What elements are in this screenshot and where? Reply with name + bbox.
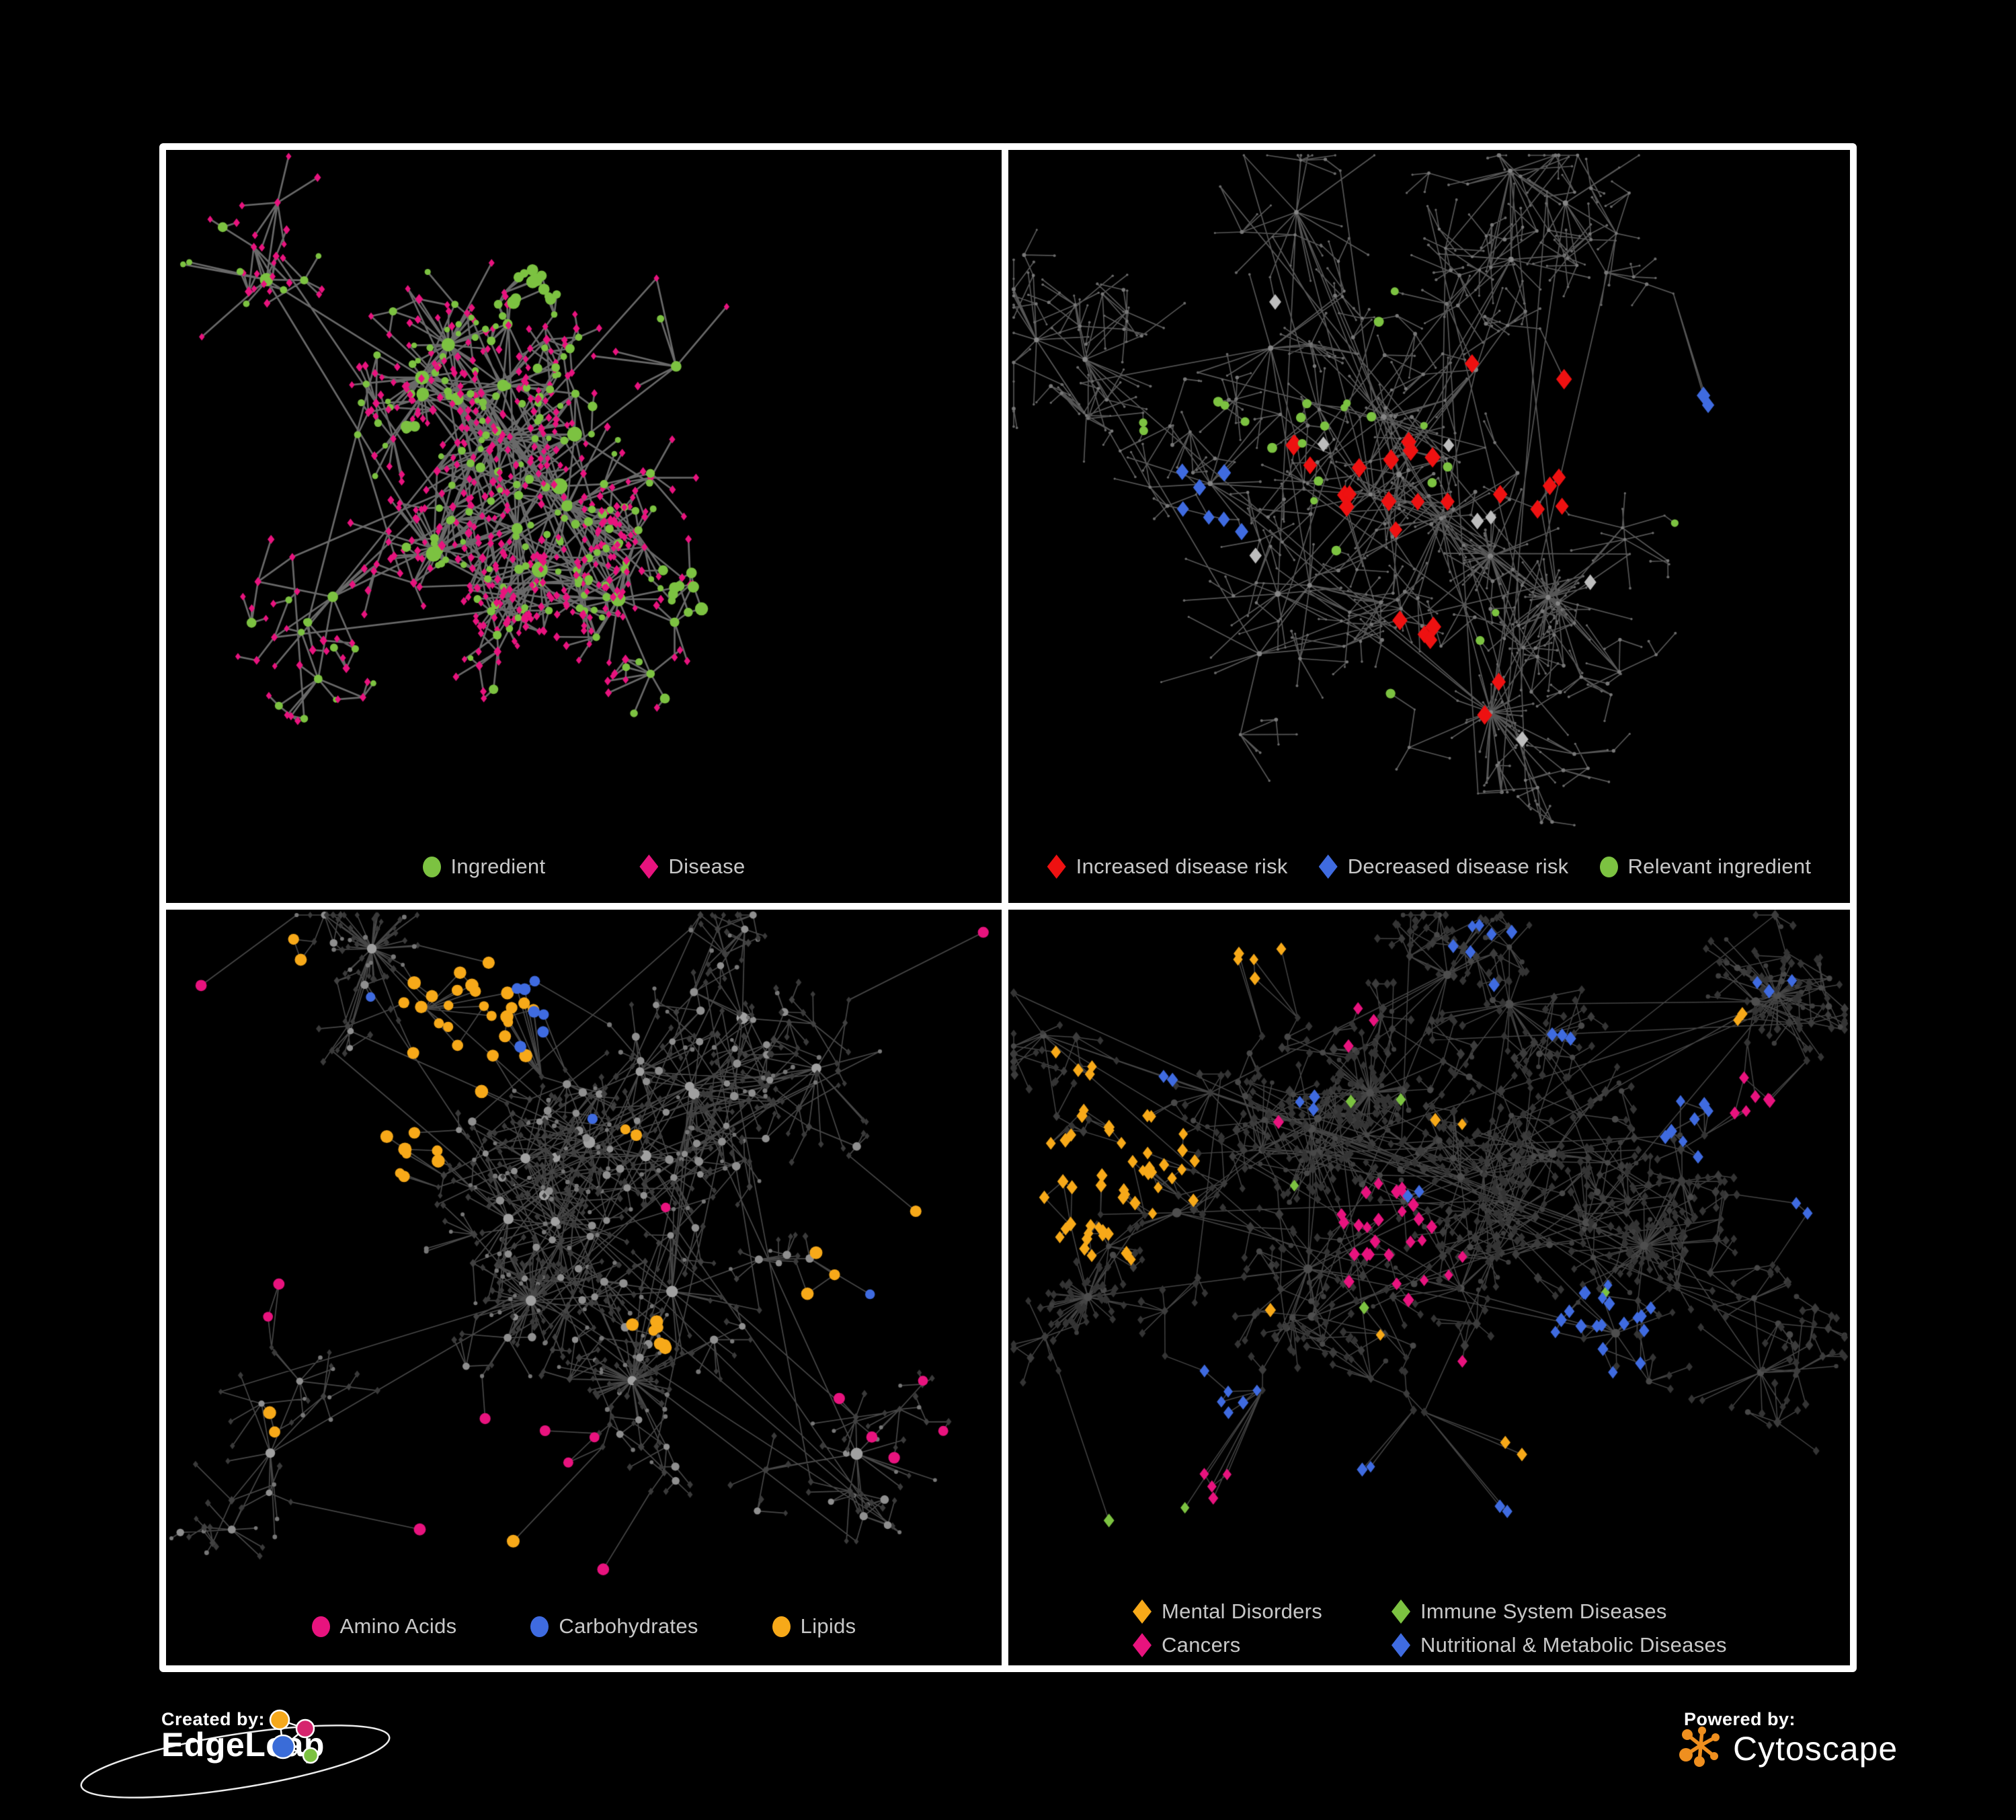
- legend-item-nutritional-metabolic-diseases: Nutritional & Metabolic Diseases: [1392, 1633, 1727, 1657]
- cytoscape-logo-text: Cytoscape: [1733, 1730, 1898, 1768]
- disease-category-network-canvas: [1008, 910, 1850, 1587]
- legend-item-carbohydrates: Carbohydrates: [530, 1614, 698, 1638]
- legend-item-ingredient: Ingredient: [422, 855, 546, 879]
- ingredient-disease-network-canvas: [166, 150, 1002, 842]
- edgeleap-logo-icon: [80, 1709, 391, 1798]
- powered-by-label: Powered by:: [1684, 1709, 1796, 1729]
- panel-disease-risk: Increased disease risk Decreased disease…: [1002, 143, 1857, 910]
- legend-item-decreased-risk: Decreased disease risk: [1318, 855, 1569, 879]
- legend-item-lipids: Lipids: [772, 1614, 856, 1638]
- decreased-risk-diamond-icon: [1318, 855, 1338, 879]
- nutritional-metabolic-diseases-diamond-icon: [1392, 1633, 1410, 1657]
- legend-label: Cancers: [1162, 1633, 1241, 1657]
- panel-disease-categories: Mental Disorders Immune System Diseases …: [1002, 903, 1857, 1672]
- legend-label: Increased disease risk: [1076, 855, 1288, 878]
- legend-nutrient-classes: Amino Acids Carbohydrates Lipids: [166, 1614, 1002, 1638]
- panel-nutrient-classes: Amino Acids Carbohydrates Lipids: [159, 903, 1008, 1672]
- legend-label: Amino Acids: [339, 1614, 457, 1638]
- nutrient-class-network-canvas: [166, 910, 1002, 1601]
- legend-item-mental-disorders: Mental Disorders: [1133, 1599, 1392, 1624]
- legend-label: Decreased disease risk: [1347, 855, 1569, 878]
- legend-label: Ingredient: [450, 855, 546, 878]
- legend-label: Disease: [668, 855, 745, 878]
- legend-disease-categories: Mental Disorders Immune System Diseases …: [1008, 1599, 1850, 1657]
- disease-risk-network-canvas: [1008, 150, 1850, 842]
- cytoscape-logo-icon: [1679, 1727, 1720, 1767]
- amino-acids-circle-icon: [311, 1616, 330, 1637]
- legend-label: Mental Disorders: [1162, 1599, 1323, 1623]
- increased-risk-diamond-icon: [1047, 855, 1066, 879]
- legend-item-increased-risk: Increased disease risk: [1047, 855, 1288, 879]
- ingredient-circle-icon: [422, 856, 441, 877]
- disease-diamond-icon: [639, 855, 659, 879]
- mental-disorders-diamond-icon: [1133, 1599, 1152, 1624]
- created-by-label: Created by:: [161, 1709, 266, 1729]
- legend-ingredient-disease: Ingredient Disease: [166, 855, 1002, 879]
- legend-label: Immune System Diseases: [1420, 1599, 1667, 1623]
- panel-ingredient-disease: Ingredient Disease: [159, 143, 1008, 910]
- legend-label: Lipids: [800, 1614, 856, 1638]
- legend-label: Carbohydrates: [559, 1614, 698, 1638]
- lipids-circle-icon: [772, 1616, 791, 1637]
- relevant-ingredient-circle-icon: [1599, 856, 1618, 877]
- legend-item-disease: Disease: [639, 855, 745, 879]
- cancers-diamond-icon: [1133, 1633, 1152, 1657]
- legend-label: Nutritional & Metabolic Diseases: [1420, 1633, 1727, 1657]
- legend-item-cancers: Cancers: [1133, 1633, 1392, 1657]
- carbohydrates-circle-icon: [530, 1616, 549, 1637]
- immune-system-diseases-diamond-icon: [1392, 1599, 1410, 1624]
- legend-item-immune-system-diseases: Immune System Diseases: [1392, 1599, 1727, 1624]
- legend-item-relevant-ingredient: Relevant ingredient: [1599, 855, 1812, 879]
- legend-disease-risk: Increased disease risk Decreased disease…: [1008, 855, 1850, 879]
- legend-item-amino-acids: Amino Acids: [311, 1614, 457, 1638]
- legend-label: Relevant ingredient: [1627, 855, 1812, 878]
